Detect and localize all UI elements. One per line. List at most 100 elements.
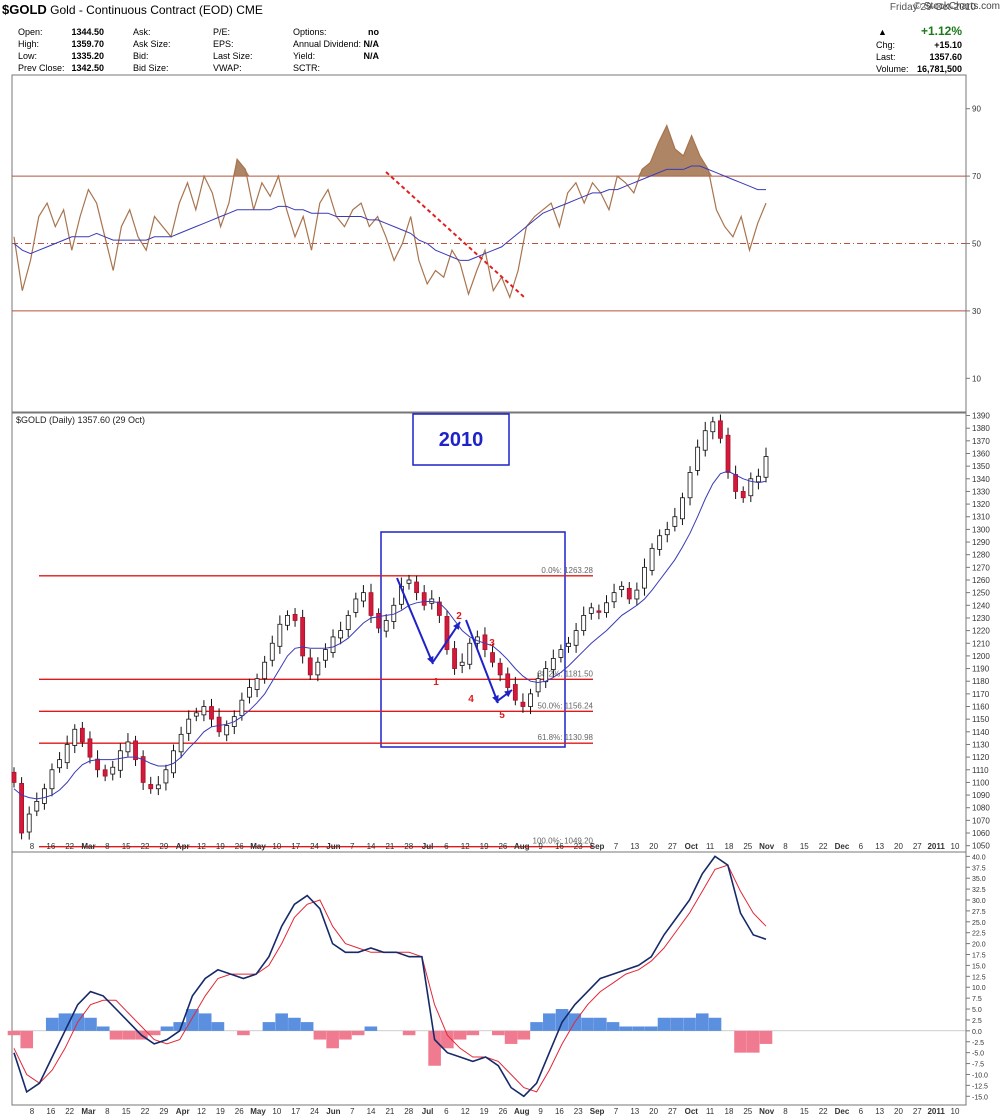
chart-title: $GOLD Gold - Continuous Contract (EOD) C… — [2, 2, 263, 17]
x-tick-label: 8 — [783, 1107, 788, 1116]
x-tick-label: 20 — [894, 1107, 903, 1116]
quote-label: Volume: — [876, 64, 909, 74]
x-tick-label: 14 — [367, 842, 376, 851]
macd-tick-label: 5.0 — [972, 1007, 982, 1014]
macd-histogram-bar — [288, 1017, 301, 1031]
macd-histogram-bar — [517, 1030, 531, 1040]
macd-histogram-bar — [237, 1030, 250, 1036]
quote-label: Chg: — [876, 40, 896, 50]
macd-tick-label: 35.0 — [972, 876, 986, 883]
quote-value: 1335.20 — [71, 51, 104, 61]
candle-body — [186, 718, 192, 734]
price-tick-label: 1330 — [972, 487, 990, 496]
x-tick-label: 7 — [614, 842, 619, 851]
symbol-label: $GOLD — [2, 2, 47, 17]
x-tick-label: 25 — [743, 1107, 752, 1116]
x-tick-label: 26 — [235, 1107, 244, 1116]
x-tick-label: 7 — [350, 1107, 355, 1116]
exchange-label: CME — [236, 3, 263, 17]
quote-value: 16,781,500 — [916, 64, 962, 74]
quote-label: Low: — [18, 51, 38, 61]
price-tick-label: 1190 — [972, 665, 990, 674]
macd-histogram-bar — [594, 1017, 607, 1031]
candle-body — [193, 712, 199, 717]
macd-histogram-bar — [759, 1030, 773, 1044]
x-tick-label: Oct — [685, 842, 699, 851]
x-tick-label: Aug — [514, 842, 530, 851]
candle-body — [277, 623, 283, 647]
candle-body — [467, 642, 473, 665]
candle-body — [573, 630, 579, 646]
macd-tick-label: 0.0 — [972, 1029, 982, 1036]
price-tick-label: 1390 — [972, 412, 990, 421]
x-tick-label: 20 — [649, 842, 658, 851]
macd-histogram-bar — [275, 1013, 288, 1031]
x-tick-label: 2011 — [927, 842, 945, 851]
candle-body — [361, 592, 366, 602]
macd-tick-label: 40.0 — [972, 854, 986, 861]
x-tick-label: 10 — [951, 842, 960, 851]
x-tick-label: 27 — [913, 1107, 922, 1116]
rsi-overbought-fill — [637, 125, 713, 177]
macd-histogram-bar — [122, 1030, 136, 1040]
fibonacci-label: 0.0%: 1263.28 — [541, 566, 593, 575]
price-tick-label: 1260 — [972, 576, 990, 585]
wave-label: 5 — [499, 710, 505, 721]
instrument-name: Gold - Continuous Contract (EOD) — [50, 3, 233, 17]
x-tick-label: 15 — [800, 842, 809, 851]
wave-label: 3 — [489, 638, 495, 649]
x-tick-label: 6 — [444, 842, 449, 851]
macd-histogram-bar — [262, 1022, 276, 1031]
macd-histogram-bar — [555, 1009, 569, 1031]
candle-body — [201, 706, 207, 716]
price-tick-label: 1250 — [972, 589, 990, 598]
quote-label: VWAP: — [213, 63, 242, 73]
candle-body — [87, 738, 93, 758]
x-tick-label: 22 — [141, 1107, 150, 1116]
macd-line — [13, 855, 767, 1098]
candle-body — [710, 421, 716, 433]
quote-label: EPS: — [213, 39, 234, 49]
candle-body — [376, 612, 382, 629]
candle-body — [459, 661, 465, 666]
up-arrow-icon: ▲ — [878, 27, 887, 37]
price-tick-label: 1180 — [972, 677, 990, 686]
x-tick-label: 13 — [875, 842, 884, 851]
macd-tick-label: 27.5 — [972, 909, 986, 916]
macd-tick-label: 30.0 — [972, 898, 986, 905]
quote-label: Open: — [18, 27, 43, 37]
x-tick-label: 27 — [913, 842, 922, 851]
candle-body — [11, 771, 17, 783]
x-tick-label: 2011 — [927, 1107, 945, 1116]
candle-body — [543, 668, 549, 683]
macd-histogram-bar — [657, 1017, 671, 1031]
x-tick-label: 11 — [706, 842, 715, 851]
macd-tick-label: 10.0 — [972, 985, 986, 992]
rsi-line — [13, 124, 767, 300]
candle-body — [19, 783, 24, 834]
candle-body — [338, 630, 344, 639]
macd-tick-label: 2.5 — [972, 1018, 982, 1025]
candle-body — [634, 589, 640, 600]
candle-body — [224, 725, 230, 736]
macd-tick-label: 32.5 — [972, 887, 986, 894]
candle-body — [330, 636, 336, 654]
candle-body — [133, 740, 138, 761]
quote-value: N/A — [363, 39, 380, 49]
x-tick-label: 8 — [105, 1107, 110, 1116]
candle-body — [680, 497, 685, 520]
x-tick-label: 7 — [614, 1107, 619, 1116]
candle-body — [497, 662, 503, 676]
x-tick-label: Jul — [422, 1107, 434, 1116]
price-tick-label: 1130 — [972, 740, 990, 749]
macd-histogram-bar — [20, 1030, 34, 1049]
macd-tick-label: -2.5 — [972, 1040, 984, 1047]
candle-body — [421, 592, 427, 606]
x-tick-label: Dec — [835, 1107, 850, 1116]
macd-histogram-bar — [632, 1026, 645, 1031]
candle-body — [718, 420, 723, 439]
macd-panel — [11, 851, 967, 1106]
fibonacci-label: 50.0%: 1156.24 — [538, 701, 594, 710]
x-tick-label: Jul — [422, 842, 434, 851]
x-tick-label: 19 — [216, 1107, 225, 1116]
